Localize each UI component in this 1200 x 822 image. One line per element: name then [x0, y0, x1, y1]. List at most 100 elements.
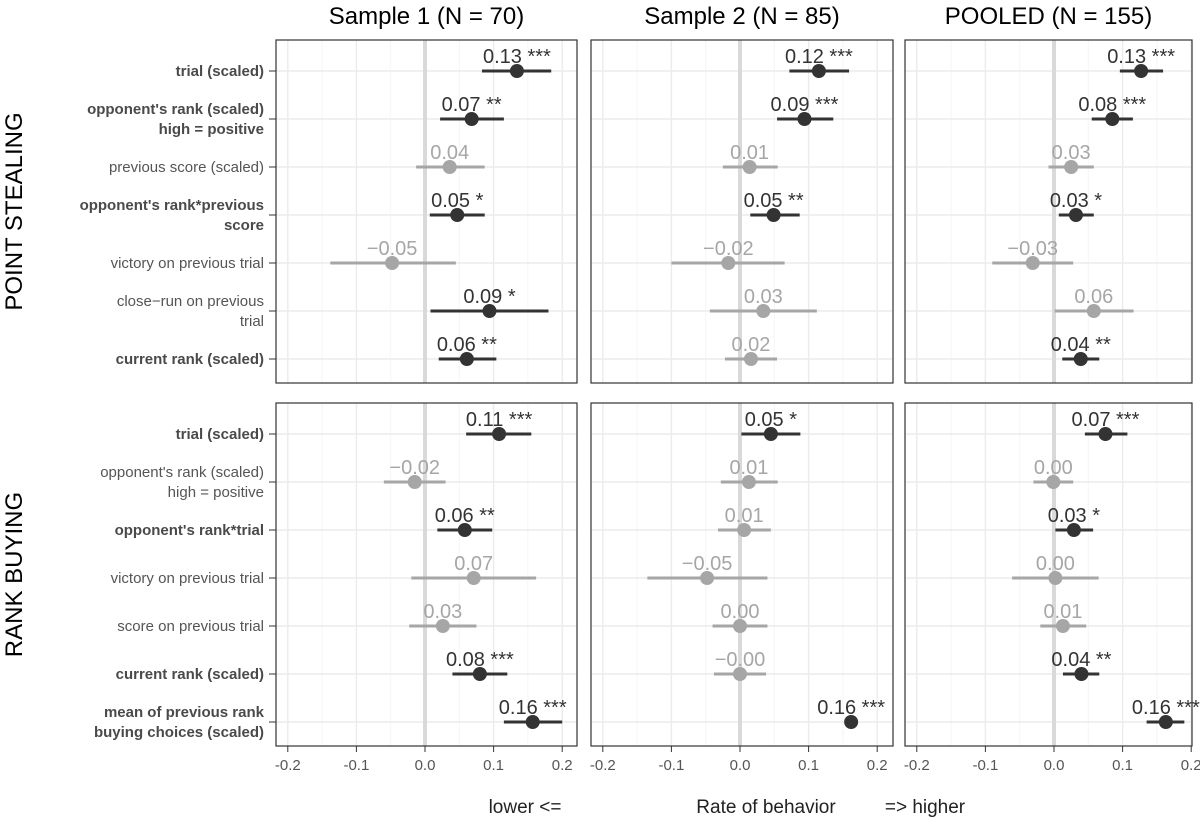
x-tick-label: 0.2: [1181, 757, 1200, 774]
estimate-point: [1098, 427, 1113, 441]
y-tick-label: score on previous trial: [117, 618, 264, 635]
estimate-point: [482, 304, 497, 318]
panel-border: [275, 39, 578, 384]
estimate-point: [492, 427, 507, 441]
estimate-point: [1025, 256, 1040, 270]
estimate-label: 0.06 **: [435, 505, 495, 527]
x-tick-label: 0.2: [867, 757, 888, 774]
estimate-point: [742, 160, 757, 174]
estimate-label: 0.01: [725, 505, 764, 527]
estimate-label: 0.07 **: [442, 94, 502, 116]
estimate-label: 0.13 ***: [1107, 46, 1175, 68]
estimate-point: [756, 304, 771, 318]
estimate-point: [407, 475, 422, 489]
estimate-label: 0.06: [1074, 286, 1113, 308]
estimate-label: −0.05: [682, 553, 733, 575]
y-tick-label: buying choices (scaled): [94, 724, 264, 741]
estimate-point: [741, 475, 756, 489]
estimate-label: 0.16 ***: [817, 697, 885, 719]
estimate-point: [766, 208, 781, 222]
column-title: POOLED (N = 155): [945, 3, 1152, 30]
estimate-point: [1048, 571, 1063, 585]
panel-background: [905, 403, 1192, 746]
estimate-label: −0.05: [367, 238, 418, 260]
estimate-label: 0.00: [1036, 553, 1075, 575]
estimate-point: [1134, 64, 1149, 78]
y-tick-label: current rank (scaled): [116, 351, 264, 368]
estimate-point: [459, 352, 474, 366]
x-tick-label: -0.2: [275, 757, 301, 774]
x-tick-label: 0.0: [415, 757, 436, 774]
y-tick-label: opponent's rank (scaled): [100, 464, 264, 481]
estimate-label: 0.11 ***: [466, 409, 533, 431]
x-tick-label: 0.2: [552, 757, 573, 774]
x-tick-label: -0.2: [904, 757, 930, 774]
estimate-label: −0.00: [715, 649, 766, 671]
estimate-point: [509, 64, 524, 78]
x-tick-label: 0.1: [798, 757, 819, 774]
x-tick-label: -0.1: [972, 757, 998, 774]
x-axis-label: Rate of behavior: [696, 797, 836, 818]
estimate-label: 0.16 ***: [499, 697, 567, 719]
x-tick-label: 0.1: [483, 757, 504, 774]
estimate-point: [472, 667, 487, 681]
panel-background: [905, 40, 1192, 383]
y-tick-label: opponent's rank*previous: [80, 197, 264, 214]
estimate-point: [733, 667, 747, 681]
estimate-point: [464, 112, 479, 126]
estimate-point: [1046, 475, 1061, 489]
estimate-label: 0.04 **: [1051, 649, 1111, 671]
estimate-label: 0.03: [423, 601, 462, 623]
x-tick-label: 0.0: [1044, 757, 1065, 774]
estimate-label: 0.08 ***: [1078, 94, 1146, 116]
estimate-point: [733, 619, 747, 633]
estimate-point: [1105, 112, 1120, 126]
estimate-point: [442, 160, 457, 174]
estimate-point: [797, 112, 812, 126]
estimate-label: 0.03 *: [1048, 505, 1100, 527]
estimate-point: [763, 427, 778, 441]
estimate-point: [385, 256, 400, 270]
panel-border: [904, 39, 1193, 384]
x-axis-label: lower <=: [489, 797, 562, 818]
y-tick-label: trial: [240, 313, 264, 330]
estimate-point: [743, 352, 758, 366]
estimate-label: −0.03: [1007, 238, 1058, 260]
column-title: Sample 1 (N = 70): [329, 3, 524, 30]
y-tick-label: high = positive: [168, 484, 264, 501]
estimate-label: 0.05 *: [745, 409, 797, 431]
estimate-point: [1086, 304, 1101, 318]
estimate-label: 0.02: [732, 334, 771, 356]
panel-border: [275, 402, 578, 747]
estimate-label: 0.05 **: [744, 190, 804, 212]
y-tick-label: trial (scaled): [176, 426, 264, 443]
estimate-label: 0.13 ***: [483, 46, 551, 68]
estimate-label: 0.05 *: [431, 190, 483, 212]
estimate-point: [435, 619, 450, 633]
estimate-label: 0.09 *: [463, 286, 515, 308]
estimate-label: 0.01: [1043, 601, 1082, 623]
estimate-point: [1066, 523, 1081, 537]
estimate-point: [457, 523, 472, 537]
y-tick-label: victory on previous trial: [111, 255, 264, 272]
y-tick-label: previous score (scaled): [109, 159, 264, 176]
estimate-label: −0.02: [703, 238, 754, 260]
estimate-point: [466, 571, 481, 585]
x-tick-label: -0.1: [658, 757, 684, 774]
estimate-point: [1158, 715, 1173, 729]
estimate-label: 0.04: [430, 142, 469, 164]
estimate-label: 0.04 **: [1051, 334, 1111, 356]
estimate-point: [525, 715, 540, 729]
row-title: RANK BUYING: [1, 492, 28, 657]
estimate-point: [450, 208, 465, 222]
panel-border: [590, 39, 894, 384]
x-tick-label: -0.1: [343, 757, 369, 774]
estimate-label: 0.12 ***: [785, 46, 853, 68]
estimate-point: [1064, 160, 1079, 174]
y-tick-label: opponent's rank*trial: [115, 522, 264, 539]
y-tick-label: close−run on previous: [117, 293, 264, 310]
x-tick-label: 0.0: [730, 757, 751, 774]
estimate-label: 0.08 ***: [446, 649, 514, 671]
estimate-label: 0.06 **: [437, 334, 497, 356]
